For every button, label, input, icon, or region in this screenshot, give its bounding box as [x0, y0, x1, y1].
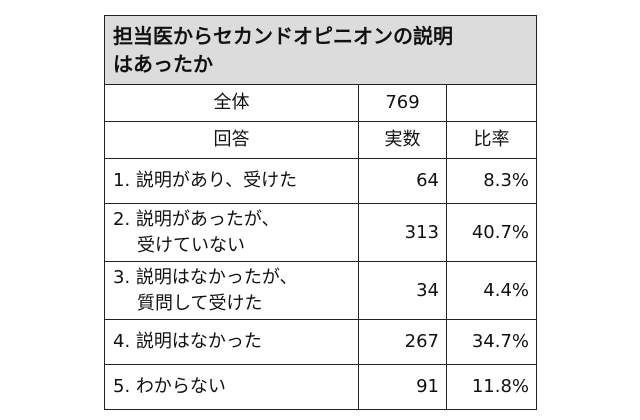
answer-label-line1: 5. わからない	[113, 376, 226, 397]
total-empty-cell	[446, 84, 537, 122]
table-title-line2: はあったか	[113, 52, 213, 76]
answer-ratio: 11.8%	[446, 364, 537, 410]
answer-ratio: 4.4%	[446, 261, 537, 320]
total-value: 769	[358, 84, 447, 122]
table-row: 3. 説明はなかったが、 質問して受けた 34 4.4%	[104, 261, 537, 320]
answer-count: 64	[358, 158, 447, 204]
table-row: 2. 説明があったが、 受けていない 313 40.7%	[104, 203, 537, 262]
answer-count: 267	[358, 319, 447, 365]
answer-label: 2. 説明があったが、 受けていない	[104, 203, 359, 262]
answer-label-line1: 2. 説明があったが、	[113, 208, 280, 230]
table-row: 5. わからない 91 11.8%	[104, 364, 537, 410]
header-row: 回答 実数 比率	[104, 121, 537, 159]
answer-label: 5. わからない	[104, 364, 359, 410]
answer-ratio: 34.7%	[446, 319, 537, 365]
answer-count: 34	[358, 261, 447, 320]
header-answer: 回答	[104, 121, 359, 159]
table-row: 1. 説明があり、受けた 64 8.3%	[104, 158, 537, 204]
answer-label-line1: 4. 説明はなかった	[113, 331, 262, 352]
survey-table: 担当医からセカンドオピニオンの説明 はあったか 全体 769 回答 実数 比率 …	[104, 15, 537, 410]
answer-count: 91	[358, 364, 447, 410]
total-label: 全体	[104, 84, 359, 122]
answer-label-line1: 3. 説明はなかったが、	[113, 266, 298, 288]
table-title: 担当医からセカンドオピニオンの説明 はあったか	[104, 15, 537, 85]
header-ratio: 比率	[446, 121, 537, 159]
answer-count: 313	[358, 203, 447, 262]
answer-label: 3. 説明はなかったが、 質問して受けた	[104, 261, 359, 320]
total-row: 全体 769	[104, 84, 537, 122]
answer-label-line2: 受けていない	[137, 234, 245, 256]
answer-label: 4. 説明はなかった	[104, 319, 359, 365]
answer-ratio: 40.7%	[446, 203, 537, 262]
table-row: 4. 説明はなかった 267 34.7%	[104, 319, 537, 365]
answer-label-line1: 1. 説明があり、受けた	[113, 170, 298, 191]
table-title-line1: 担当医からセカンドオピニオンの説明	[113, 24, 453, 48]
answer-label-line2: 質問して受けた	[137, 292, 263, 314]
answer-ratio: 8.3%	[446, 158, 537, 204]
header-count: 実数	[358, 121, 447, 159]
title-row: 担当医からセカンドオピニオンの説明 はあったか	[104, 15, 537, 85]
answer-label: 1. 説明があり、受けた	[104, 158, 359, 204]
